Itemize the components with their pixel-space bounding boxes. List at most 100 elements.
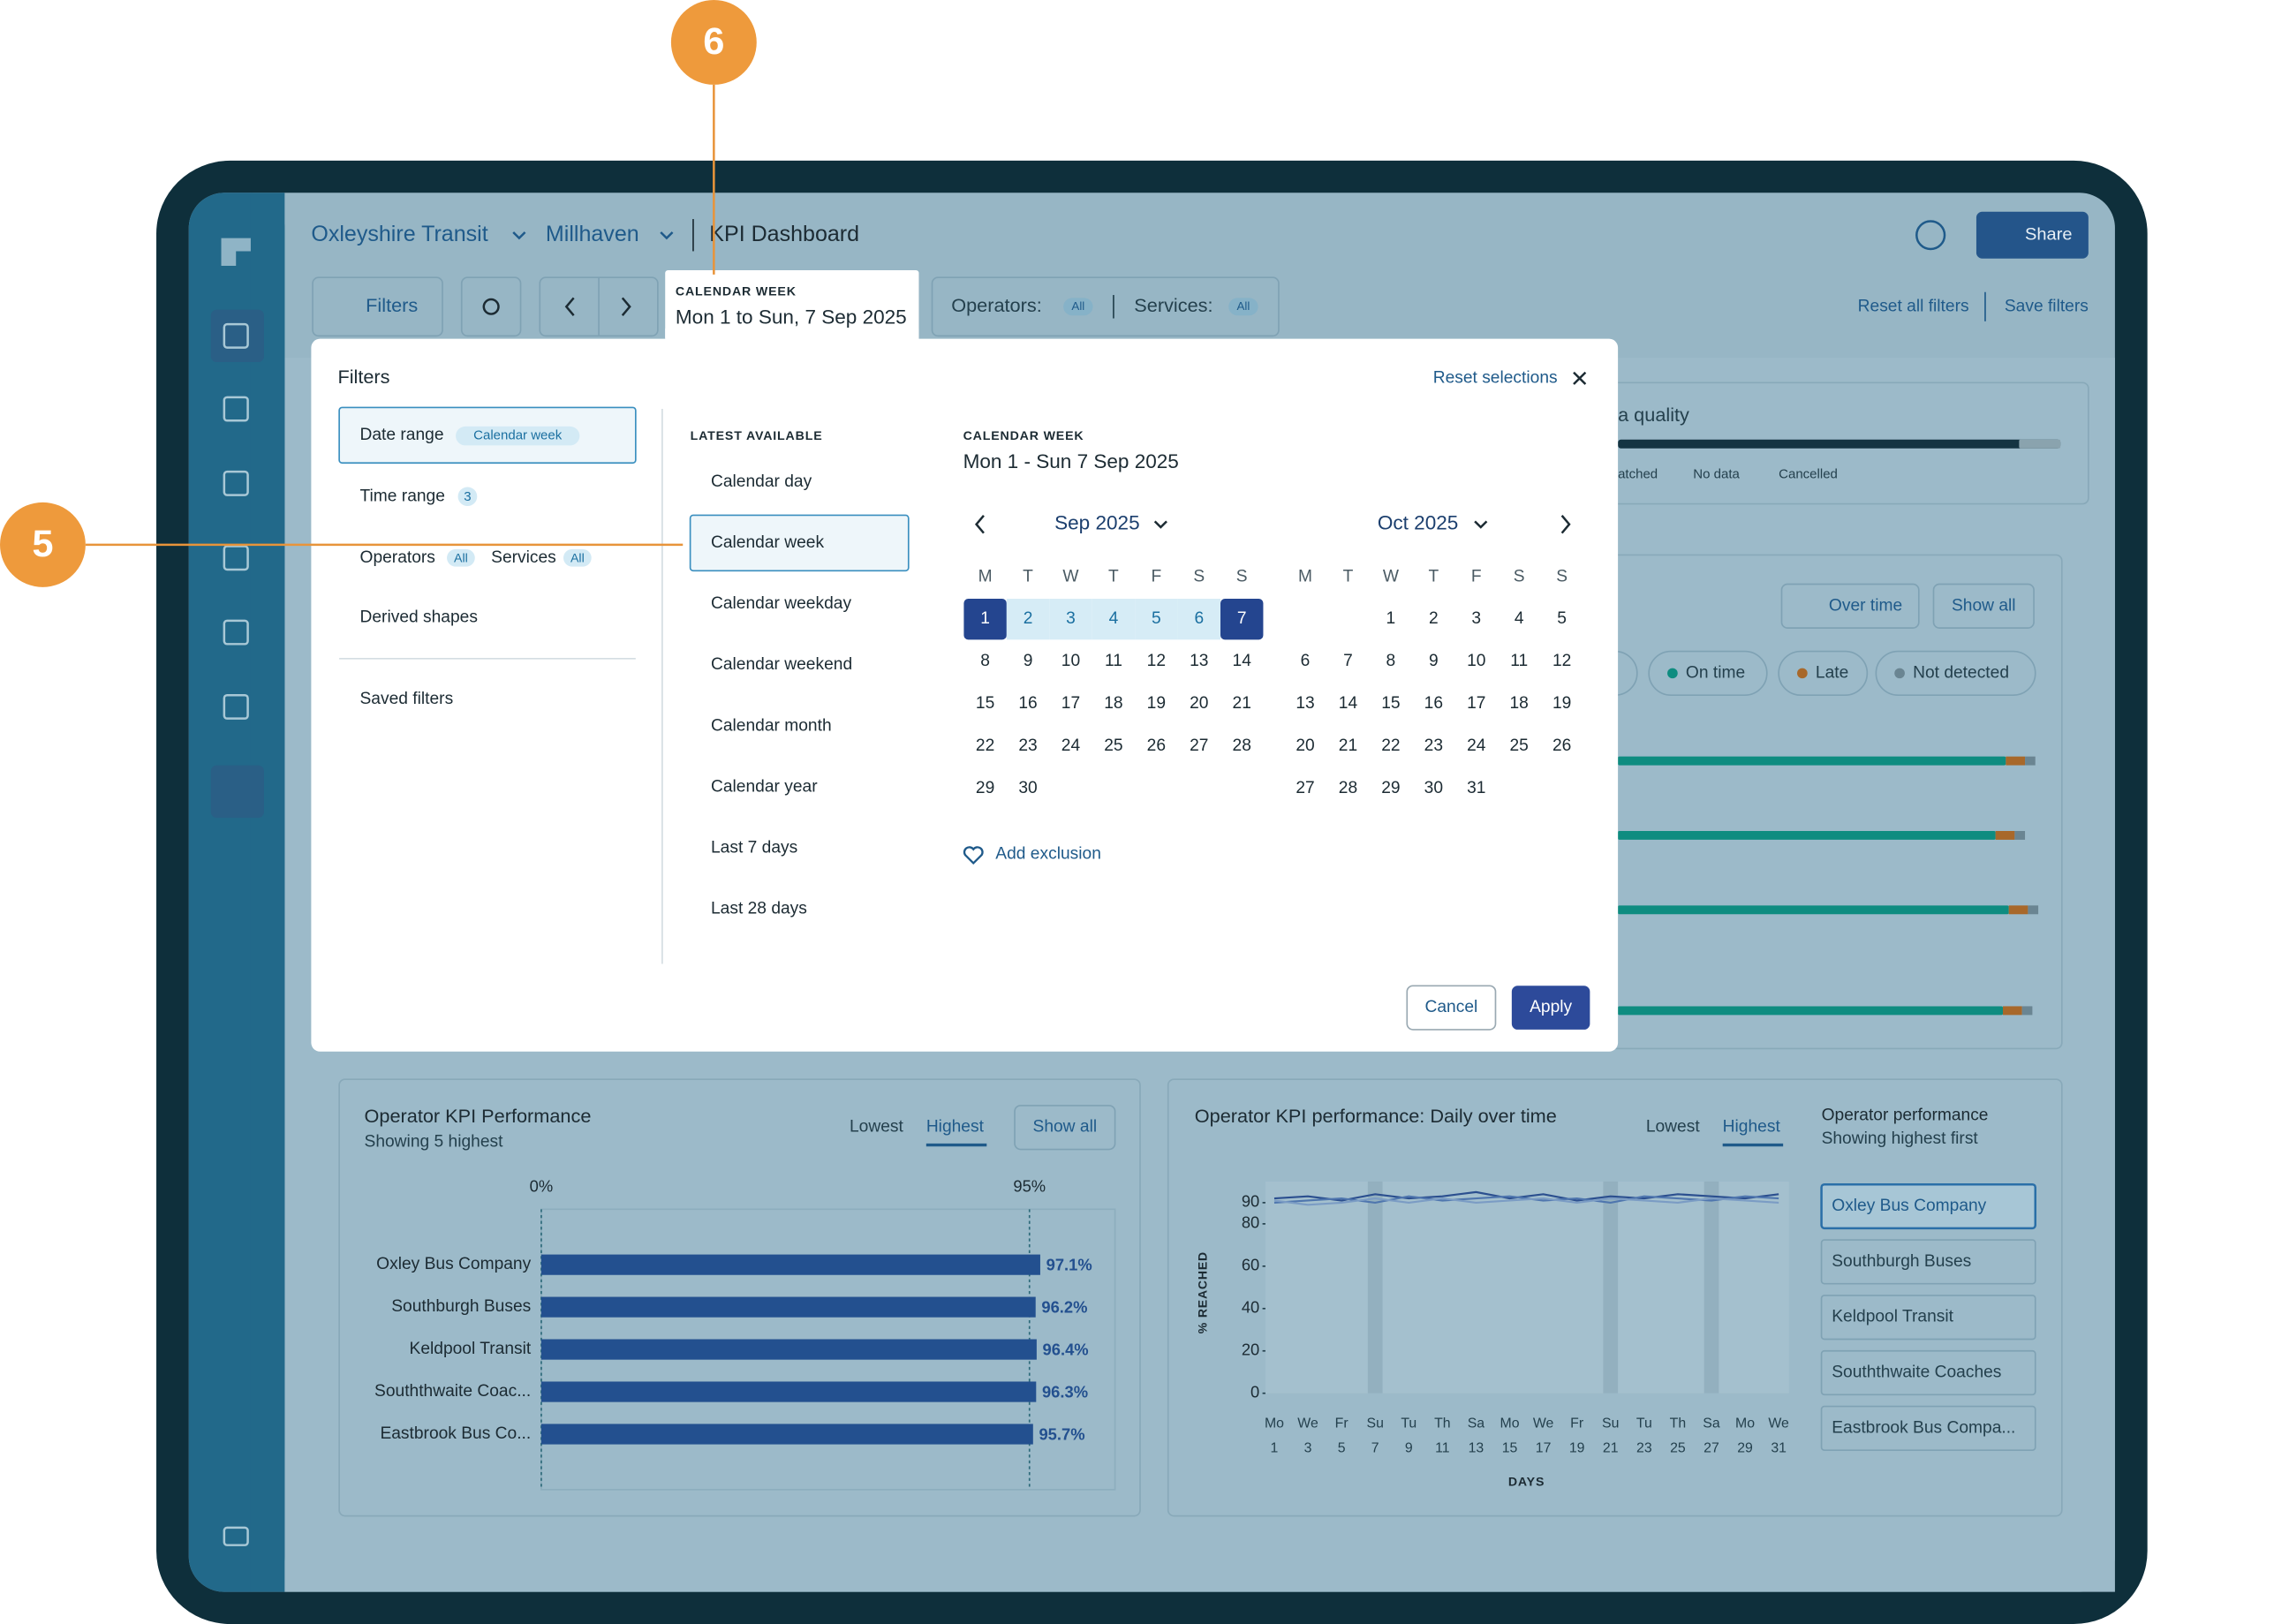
day[interactable]: 14: [1233, 652, 1252, 670]
day[interactable]: 23: [1018, 736, 1037, 755]
day[interactable]: 5: [1152, 609, 1161, 628]
day[interactable]: 25: [1104, 736, 1122, 755]
day[interactable]: 30: [1424, 779, 1443, 797]
day[interactable]: 10: [1061, 652, 1080, 670]
label[interactable]: Highest: [1723, 1118, 1781, 1137]
operator-button[interactable]: [1820, 1182, 2036, 1230]
day[interactable]: 27: [1296, 779, 1314, 797]
month-name[interactable]: Oct 2025: [1378, 512, 1458, 534]
day[interactable]: 24: [1061, 736, 1081, 755]
day[interactable]: 20: [1296, 736, 1314, 755]
operator-button[interactable]: [1820, 1295, 2036, 1341]
day[interactable]: 7: [1343, 652, 1353, 670]
day[interactable]: 3: [1066, 609, 1076, 628]
day[interactable]: 24: [1467, 736, 1486, 755]
day[interactable]: 22: [976, 736, 994, 755]
day[interactable]: 6: [1194, 609, 1204, 628]
nav-active[interactable]: [210, 309, 264, 363]
day[interactable]: 12: [1552, 652, 1571, 670]
day[interactable]: 15: [1381, 694, 1400, 713]
nav-icon[interactable]: [223, 619, 249, 646]
show-all-button[interactable]: [1014, 1105, 1116, 1151]
label[interactable]: Highest: [926, 1118, 985, 1137]
label[interactable]: Operators: [360, 548, 435, 567]
day[interactable]: 29: [976, 779, 994, 797]
day[interactable]: 19: [1552, 694, 1571, 713]
label[interactable]: Reset all filters: [1858, 297, 1969, 315]
month-name[interactable]: Sep 2025: [1054, 512, 1139, 534]
day[interactable]: 16: [1018, 694, 1037, 713]
range-option[interactable]: Calendar weekend: [711, 655, 852, 674]
operator-button[interactable]: [1820, 1239, 2036, 1285]
breadcrumb[interactable]: Oxleyshire Transit: [311, 222, 487, 246]
day[interactable]: 2: [1024, 609, 1033, 628]
day[interactable]: 12: [1147, 652, 1166, 670]
range-option[interactable]: Calendar month: [711, 716, 832, 735]
nav-icon[interactable]: [223, 322, 249, 349]
label[interactable]: Saved filters: [360, 690, 454, 708]
day[interactable]: 17: [1061, 694, 1080, 713]
day[interactable]: 6: [1301, 652, 1311, 670]
day[interactable]: 18: [1104, 694, 1122, 713]
day[interactable]: 3: [1471, 609, 1481, 628]
day[interactable]: 23: [1424, 736, 1443, 755]
label[interactable]: Save filters: [2005, 297, 2089, 315]
day[interactable]: 21: [1233, 694, 1251, 713]
nav-bottom[interactable]: [210, 765, 264, 819]
date-tab[interactable]: [665, 269, 919, 341]
day[interactable]: 10: [1467, 652, 1485, 670]
day[interactable]: 4: [1515, 609, 1524, 628]
day[interactable]: 2: [1429, 609, 1439, 628]
day[interactable]: 8: [980, 652, 990, 670]
day[interactable]: 31: [1467, 779, 1485, 797]
day[interactable]: 7: [1237, 609, 1247, 628]
day[interactable]: 20: [1190, 694, 1208, 713]
month-nav[interactable]: [974, 514, 1571, 534]
day[interactable]: 29: [1381, 779, 1400, 797]
day[interactable]: 15: [976, 694, 994, 713]
day[interactable]: 1: [980, 609, 990, 628]
day[interactable]: 11: [1105, 652, 1122, 670]
day[interactable]: 25: [1510, 736, 1529, 755]
day[interactable]: 8: [1386, 652, 1396, 670]
day[interactable]: 30: [1018, 779, 1037, 797]
day[interactable]: 1: [1386, 609, 1396, 628]
day[interactable]: 27: [1190, 736, 1208, 755]
range-option[interactable]: Last 28 days: [711, 900, 807, 918]
day[interactable]: 28: [1233, 736, 1251, 755]
day[interactable]: 13: [1296, 694, 1314, 713]
range-option[interactable]: Calendar year: [711, 777, 818, 796]
day[interactable]: 17: [1467, 694, 1485, 713]
breadcrumb[interactable]: Millhaven: [546, 222, 639, 246]
label[interactable]: Services: [491, 548, 556, 567]
day[interactable]: 26: [1147, 736, 1166, 755]
day[interactable]: 26: [1552, 736, 1571, 755]
day[interactable]: 14: [1339, 694, 1358, 713]
day[interactable]: 18: [1510, 694, 1529, 713]
range-option[interactable]: Calendar week: [711, 533, 825, 552]
label[interactable]: Lowest: [1646, 1118, 1701, 1137]
label[interactable]: Derived shapes: [360, 608, 478, 627]
apply-button[interactable]: [1511, 986, 1590, 1030]
day[interactable]: 22: [1381, 736, 1400, 755]
day[interactable]: 28: [1339, 779, 1357, 797]
filters-button[interactable]: [312, 276, 443, 337]
scope-box[interactable]: [931, 276, 1280, 337]
cancel-button[interactable]: [1406, 985, 1497, 1031]
day[interactable]: 16: [1424, 694, 1443, 713]
day[interactable]: 9: [1024, 652, 1033, 670]
close-icon[interactable]: [1573, 371, 1587, 385]
nav-icon[interactable]: [223, 396, 249, 422]
range-option[interactable]: Calendar weekday: [711, 594, 852, 613]
nav-icon[interactable]: [223, 545, 249, 571]
day[interactable]: 21: [1339, 736, 1357, 755]
day[interactable]: 19: [1147, 694, 1166, 713]
operator-button[interactable]: [1820, 1349, 2036, 1396]
label[interactable]: Reset selections: [1433, 368, 1558, 387]
nav-icon[interactable]: [223, 470, 249, 496]
nav-icon[interactable]: [223, 693, 249, 720]
label[interactable]: Add exclusion: [995, 845, 1101, 864]
range-option[interactable]: Calendar day: [711, 472, 812, 491]
range-option[interactable]: Last 7 days: [711, 839, 797, 857]
day[interactable]: 4: [1109, 609, 1119, 628]
